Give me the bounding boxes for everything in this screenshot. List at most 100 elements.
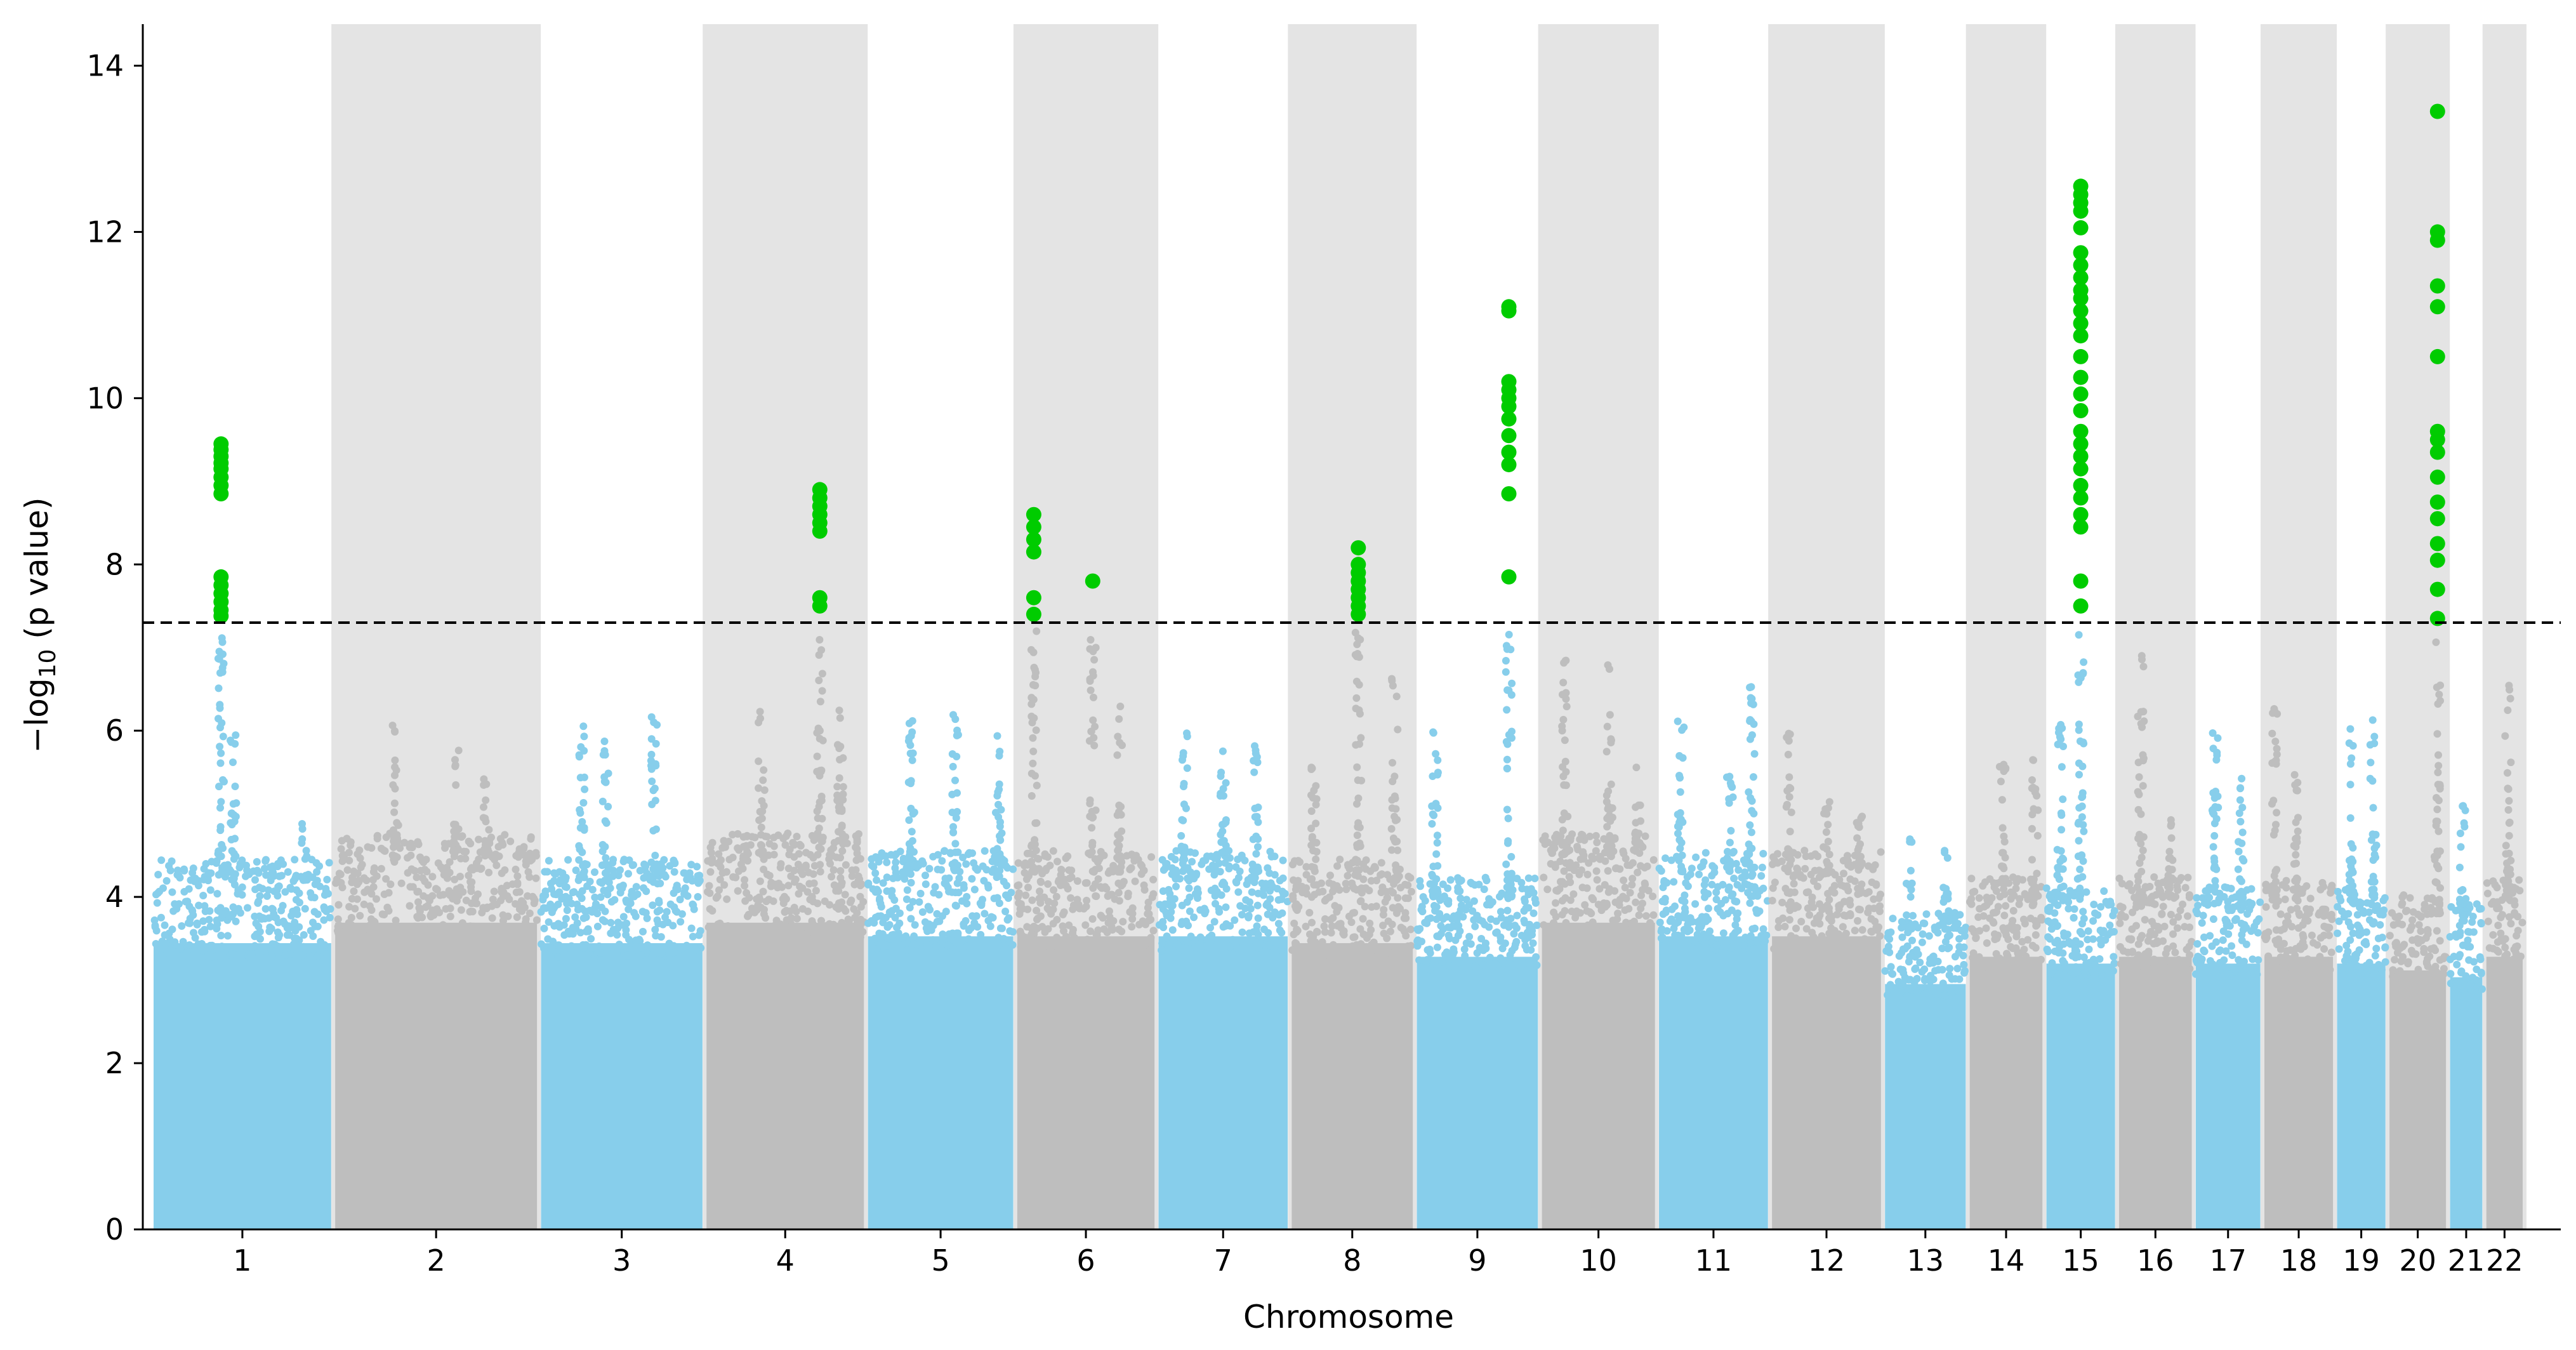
peak-point-chr-2 [391, 784, 399, 793]
point-chr-11 [1716, 908, 1724, 917]
point-chr-7 [1168, 901, 1177, 910]
point-chr-1 [281, 888, 289, 896]
point-chr-7 [1172, 847, 1180, 855]
point-chr-2 [347, 913, 355, 922]
point-chr-5 [922, 924, 930, 932]
point-chr-5 [871, 934, 879, 943]
point-chr-3 [619, 913, 628, 921]
point-chr-10 [1576, 909, 1584, 917]
peak-point-chr-8 [1352, 741, 1360, 749]
point-chr-8 [1401, 909, 1410, 917]
point-chr-19 [2376, 921, 2384, 929]
point-chr-7 [1161, 901, 1169, 909]
point-chr-17 [2238, 930, 2246, 939]
point-chr-1 [265, 886, 272, 894]
point-chr-16 [2167, 911, 2175, 918]
point-chr-2 [503, 892, 512, 900]
point-chr-16 [2171, 948, 2179, 956]
point-chr-5 [907, 915, 915, 923]
point-chr-5 [878, 849, 886, 857]
point-chr-4 [793, 915, 801, 923]
point-chr-5 [883, 873, 891, 882]
point-chr-12 [1778, 899, 1787, 906]
peak-point-chr-2 [390, 799, 399, 807]
point-chr-5 [1000, 935, 1008, 943]
point-chr-1 [320, 941, 328, 949]
point-chr-1 [309, 945, 317, 953]
point-chr-2 [481, 931, 489, 939]
point-chr-4 [853, 835, 861, 844]
peak-point-chr-6 [1090, 741, 1099, 750]
peak-point-chr-4 [833, 783, 842, 791]
point-chr-2 [478, 908, 486, 917]
point-chr-4 [770, 833, 778, 842]
point-chr-7 [1277, 946, 1285, 954]
peak-point-chr-13 [1908, 879, 1916, 887]
point-chr-3 [633, 890, 642, 898]
point-chr-10 [1562, 919, 1570, 927]
peak-point-chr-3 [649, 826, 657, 835]
point-chr-3 [651, 925, 659, 934]
peak-point-chr-12 [1785, 793, 1793, 801]
point-chr-9 [1486, 953, 1494, 962]
point-chr-2 [498, 888, 506, 896]
point-chr-16 [2160, 922, 2169, 930]
point-chr-1 [153, 899, 161, 907]
peak-point-chr-4 [817, 797, 826, 805]
point-chr-3 [541, 868, 549, 876]
point-chr-14 [1967, 900, 1976, 908]
point-chr-3 [619, 882, 627, 889]
point-chr-6 [1027, 946, 1035, 955]
peak-point-chr-3 [647, 750, 656, 758]
point-chr-3 [623, 951, 631, 960]
point-chr-10 [1583, 870, 1592, 878]
point-chr-1 [186, 919, 194, 927]
point-chr-19 [2365, 908, 2373, 917]
point-chr-6 [1047, 943, 1055, 951]
point-chr-17 [2249, 955, 2257, 963]
peak-point-chr-17 [2211, 888, 2219, 896]
point-chr-12 [1806, 911, 1814, 919]
point-chr-8 [1307, 937, 1315, 945]
point-chr-5 [871, 888, 880, 896]
point-chr-14 [1979, 882, 1987, 890]
point-chr-1 [301, 904, 309, 913]
point-chr-11 [1731, 921, 1740, 929]
point-chr-7 [1241, 904, 1250, 913]
point-chr-3 [587, 935, 595, 943]
peak-point-chr-16 [2137, 720, 2145, 728]
point-chr-17 [2206, 932, 2214, 940]
point-chr-18 [2262, 903, 2270, 911]
peak-point-chr-3 [652, 739, 660, 748]
point-chr-8 [1359, 915, 1367, 923]
point-chr-2 [506, 837, 515, 845]
peak-point-chr-7 [1183, 732, 1191, 741]
point-chr-17 [2228, 942, 2236, 950]
point-chr-2 [532, 849, 540, 857]
peak-point-chr-18 [2293, 834, 2301, 842]
peak-point-chr-15 [2053, 845, 2061, 854]
point-chr-3 [635, 936, 644, 944]
point-chr-9 [1524, 934, 1533, 941]
point-chr-15 [2044, 907, 2052, 915]
point-chr-7 [1242, 896, 1250, 904]
peak-point-chr-11 [1676, 788, 1684, 796]
peak-point-chr-3 [647, 735, 656, 743]
point-chr-2 [362, 877, 371, 885]
peak-point-chr-19 [2346, 814, 2355, 822]
peak-point-chr-12 [1857, 852, 1865, 861]
point-chr-17 [2200, 933, 2208, 941]
point-chr-6 [1147, 853, 1156, 861]
point-chr-1 [235, 863, 244, 871]
peak-point-chr-19 [2346, 760, 2355, 768]
point-chr-7 [1213, 887, 1221, 896]
point-chr-2 [369, 930, 377, 938]
point-chr-10 [1588, 894, 1596, 902]
peak-point-chr-9 [1503, 706, 1511, 714]
point-chr-4 [852, 844, 860, 851]
point-chr-4 [755, 893, 763, 901]
point-chr-5 [976, 899, 984, 908]
peak-point-chr-2 [451, 761, 459, 769]
point-chr-10 [1586, 832, 1594, 840]
point-chr-1 [178, 922, 186, 930]
